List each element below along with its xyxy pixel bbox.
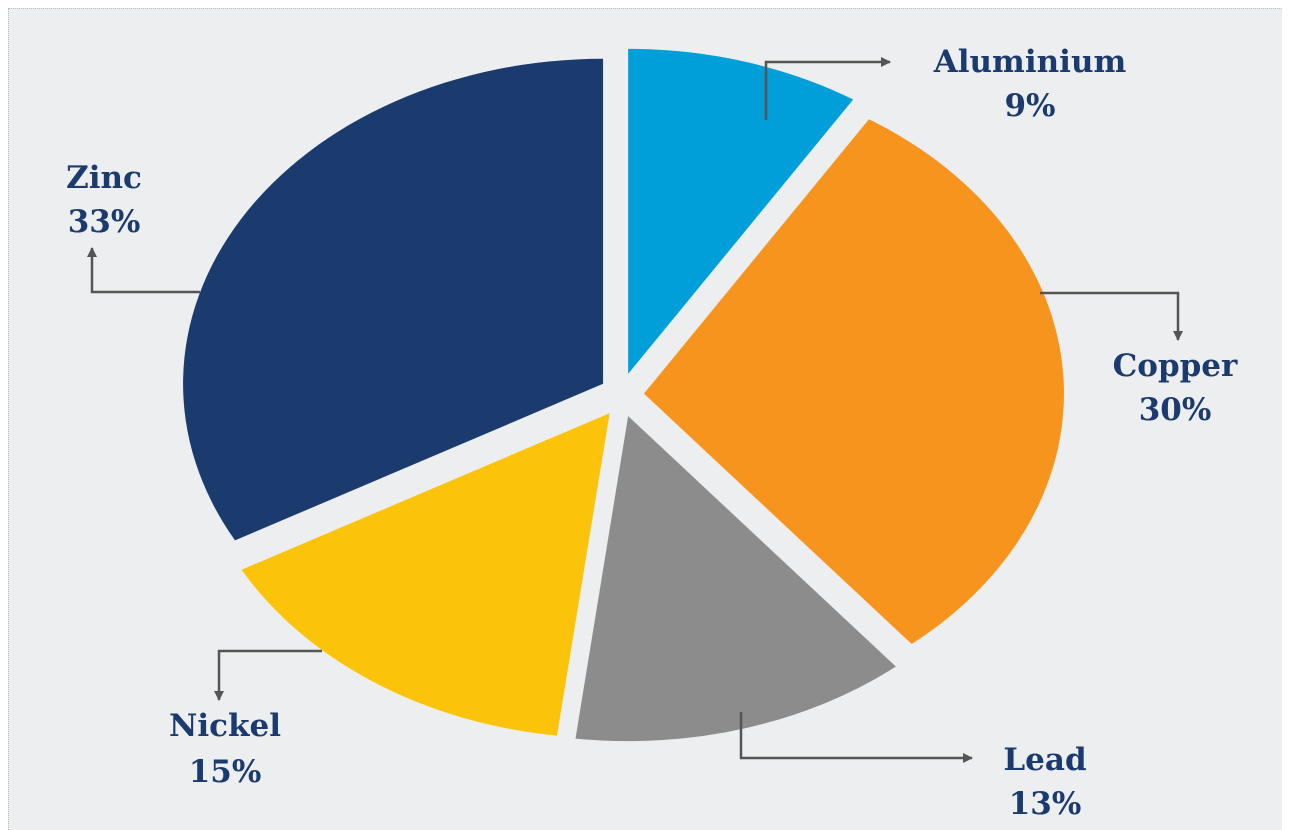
- label-zinc-value: 33%: [68, 204, 141, 240]
- pie-slices: [183, 48, 1064, 742]
- label-lead-value: 13%: [1009, 786, 1082, 822]
- label-zinc-name: Zinc: [66, 160, 142, 196]
- leader-lead: [739, 712, 973, 763]
- leader-lines: [87, 57, 1183, 763]
- label-copper-value: 30%: [1139, 392, 1212, 428]
- label-lead-name: Lead: [1003, 742, 1086, 778]
- label-aluminium-value: 9%: [1004, 88, 1055, 124]
- leader-copper: [1040, 291, 1183, 341]
- slice-copper: [643, 119, 1064, 645]
- slice-lead: [575, 416, 896, 742]
- slice-aluminium: [628, 48, 854, 374]
- leader-zinc: [87, 247, 200, 294]
- slice-labels: Aluminium 9% Copper 30% Lead 13% Nickel …: [66, 44, 1238, 822]
- label-copper-name: Copper: [1113, 348, 1238, 384]
- label-nickel-name: Nickel: [169, 708, 281, 744]
- label-nickel-value: 15%: [189, 754, 262, 790]
- leader-aluminium: [764, 57, 891, 120]
- slice-zinc: [183, 58, 604, 541]
- label-aluminium-name: Aluminium: [933, 44, 1127, 80]
- slice-nickel: [241, 413, 610, 736]
- leader-nickel: [214, 649, 322, 701]
